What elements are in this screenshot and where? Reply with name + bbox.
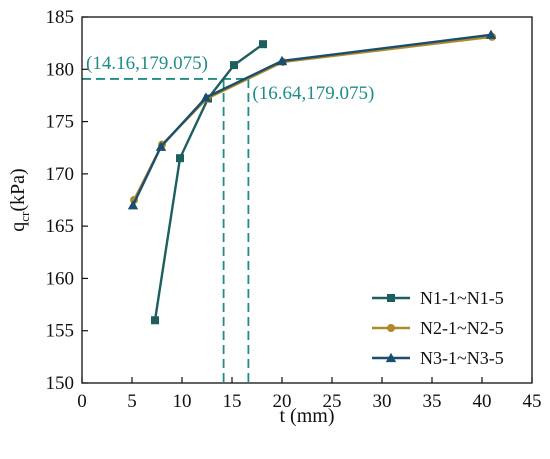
legend-marker <box>385 352 397 363</box>
annotation-labels: (14.16,179.075) (16.64,179.075) <box>86 53 374 104</box>
y-tick-label: 150 <box>46 373 75 394</box>
legend-marker <box>387 324 395 332</box>
data-point <box>230 61 238 70</box>
data-point <box>151 316 159 325</box>
data-point <box>176 154 184 163</box>
data-point <box>259 40 267 49</box>
y-axis-title-unit: (kPa) <box>7 168 29 211</box>
data-point <box>276 55 288 66</box>
x-axis-title: t (mm) <box>280 405 335 427</box>
series-line <box>153 43 264 321</box>
series-layer <box>127 29 497 325</box>
axis-ticks: 0 5 10 15 20 25 30 35 40 45 150 155 160 165 170 175 180 1… <box>46 7 542 412</box>
legend-item: N1-1~N1-5 <box>372 288 504 308</box>
y-tick-label: 180 <box>46 59 75 80</box>
data-point <box>155 141 167 151</box>
y-tick-label: 160 <box>46 268 75 289</box>
x-tick-label: 5 <box>127 391 137 412</box>
data-point <box>200 92 212 102</box>
x-tick-label: 30 <box>373 391 392 412</box>
legend-label: N3-1~N3-5 <box>420 348 504 368</box>
y-tick-label: 185 <box>46 7 75 28</box>
x-tick-label: 20 <box>273 391 292 412</box>
y-tick-label: 170 <box>46 164 75 185</box>
annotation-label: (16.64,179.075) <box>252 83 374 104</box>
series-N1-1~N1-5 <box>151 40 267 325</box>
data-point <box>127 200 139 210</box>
y-tick-label: 165 <box>46 216 75 237</box>
x-tick-label: 45 <box>523 391 542 412</box>
legend: N1-1~N1-5 N2-1~N2-5 N3-1~N3-5 <box>372 288 504 368</box>
x-tick-label: 0 <box>77 391 87 412</box>
plot-frame <box>81 16 533 384</box>
y-axis-title: qcr(kPa) <box>7 168 32 231</box>
x-tick-label: 10 <box>173 391 192 412</box>
y-axis-title-subscript: cr <box>17 211 32 222</box>
legend-item: N3-1~N3-5 <box>372 348 504 368</box>
data-point <box>485 29 497 39</box>
series-N3-1~N3-5 <box>127 29 497 210</box>
y-tick-label: 155 <box>46 321 75 342</box>
legend-label: N2-1~N2-5 <box>420 318 504 338</box>
x-tick-label: 15 <box>223 391 242 412</box>
y-axis-title-main: q <box>7 222 29 232</box>
legend-item: N2-1~N2-5 <box>372 318 504 338</box>
legend-marker <box>387 294 395 302</box>
legend-label: N1-1~N1-5 <box>420 288 504 308</box>
y-tick-label: 175 <box>46 112 75 133</box>
x-tick-label: 25 <box>323 391 342 412</box>
annotation-guide-lines <box>82 78 250 383</box>
x-tick-label: 40 <box>473 391 492 412</box>
x-tick-label: 35 <box>423 391 442 412</box>
annotation-label: (14.16,179.075) <box>86 53 208 74</box>
